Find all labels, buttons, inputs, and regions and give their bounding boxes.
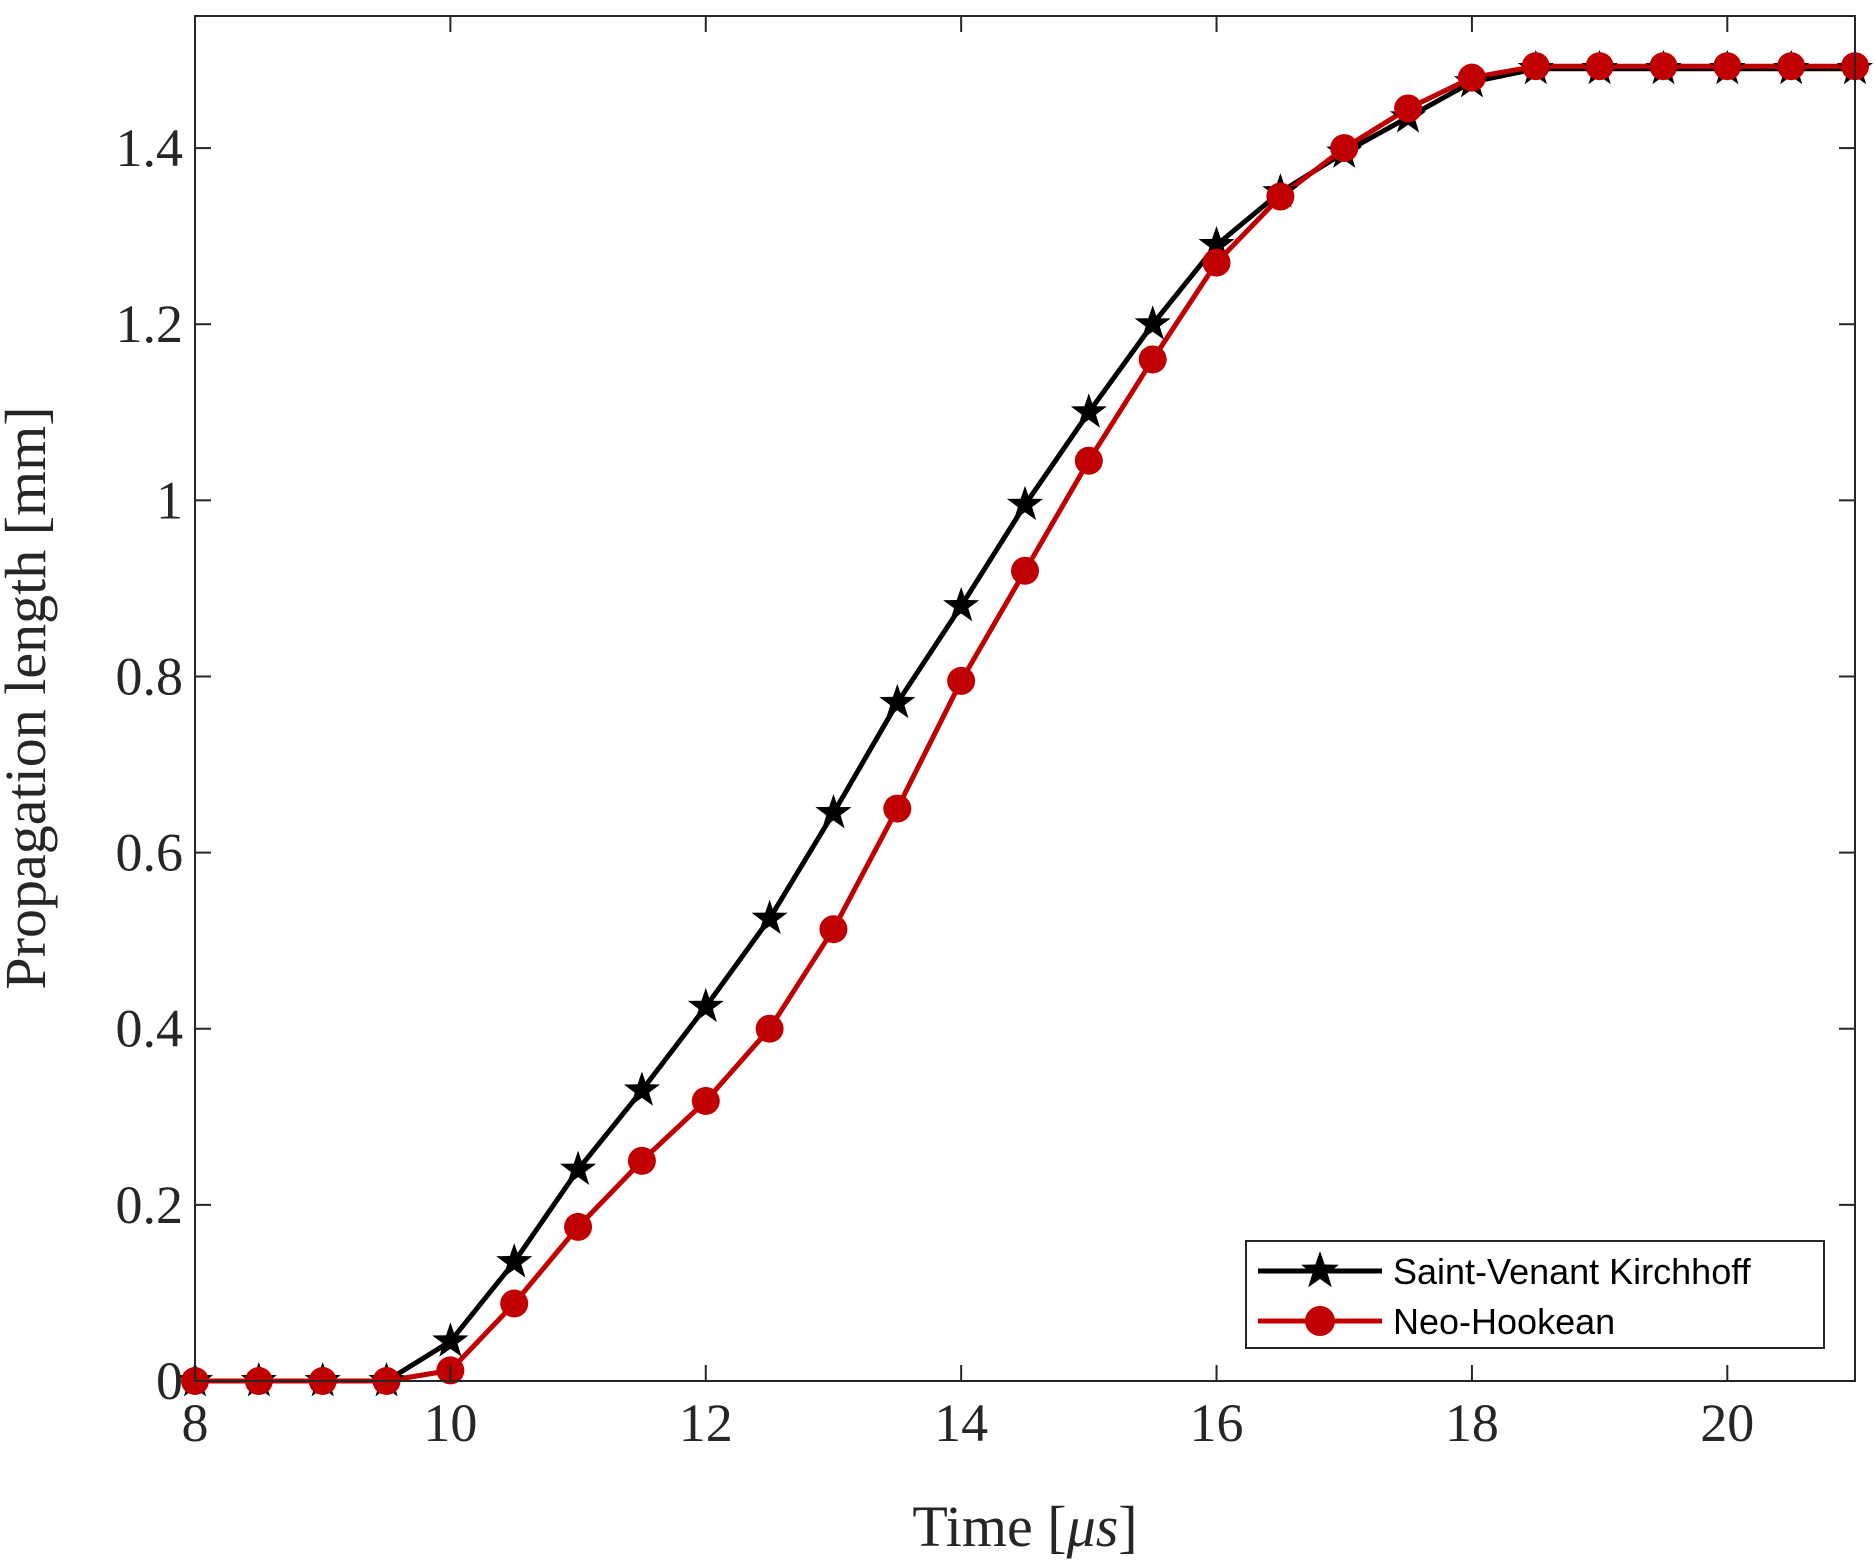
legend: Saint-Venant Kirchhoff Neo-Hookean xyxy=(1245,1240,1825,1349)
nh-point xyxy=(1138,345,1167,374)
x-tick-label: 20 xyxy=(1700,1393,1754,1453)
x-ticks: 8 10 12 14 16 18 20 xyxy=(182,16,1754,1453)
nh-point xyxy=(691,1086,720,1115)
x-tick-label: 12 xyxy=(679,1393,733,1453)
nh-point xyxy=(1521,52,1550,81)
svk-point xyxy=(1070,393,1107,428)
legend-label-svk: Saint-Venant Kirchhoff xyxy=(1393,1251,1752,1292)
legend-marker-star xyxy=(1301,1251,1339,1288)
nh-point xyxy=(1202,248,1231,277)
svk-point xyxy=(1198,226,1235,261)
svk-point xyxy=(943,587,980,622)
nh-point xyxy=(1713,52,1742,81)
svk-point xyxy=(1006,485,1044,521)
svk-point xyxy=(623,1071,660,1106)
x-axis-title-end: ] xyxy=(1118,1494,1137,1559)
legend-label-nh: Neo-Hookean xyxy=(1393,1301,1615,1342)
nh-point xyxy=(1585,52,1614,81)
y-tick-label: 0.6 xyxy=(116,823,184,883)
axes-box xyxy=(194,15,1856,1382)
svk-point xyxy=(879,683,916,719)
nh-point xyxy=(1011,556,1039,585)
nh-point xyxy=(1266,182,1295,211)
svk-point xyxy=(815,794,852,829)
nh-point xyxy=(500,1289,529,1318)
nh-point xyxy=(883,794,912,823)
nh-point xyxy=(1074,446,1103,475)
y-tick-label: 0 xyxy=(156,1351,183,1411)
x-tick-label: 16 xyxy=(1190,1393,1244,1453)
svk-point xyxy=(1134,305,1171,340)
nh-point xyxy=(1457,63,1486,92)
x-tick-label: 14 xyxy=(934,1393,988,1453)
x-tick-label: 18 xyxy=(1445,1393,1499,1453)
svk-point xyxy=(751,899,788,934)
nh-point xyxy=(627,1146,656,1175)
x-axis-title-unit: μs xyxy=(1066,1494,1119,1559)
nh-point xyxy=(1777,52,1806,81)
plot-area xyxy=(195,16,1855,1381)
y-tick-label: 0.8 xyxy=(116,646,184,706)
x-axis-title: Time [μs] xyxy=(912,1494,1137,1559)
nh-point xyxy=(947,666,976,695)
legend-box xyxy=(1245,1240,1825,1349)
x-tick-label: 10 xyxy=(423,1393,477,1453)
nh-point xyxy=(755,1014,784,1043)
nh-point xyxy=(1330,134,1359,163)
legend-marker-circle xyxy=(1305,1306,1335,1336)
nh-point xyxy=(1649,52,1678,81)
y-tick-label: 1 xyxy=(156,470,183,530)
svk-point xyxy=(687,987,724,1023)
y-tick-label: 1.4 xyxy=(116,118,184,178)
y-tick-label: 1.2 xyxy=(116,294,184,354)
nh-point xyxy=(1394,94,1423,123)
nh-point xyxy=(819,915,848,944)
y-axis-title: Propagation length [mm] xyxy=(0,406,58,989)
svk-point xyxy=(560,1150,597,1185)
y-tick-label: 0.4 xyxy=(116,999,184,1059)
svk-point xyxy=(496,1243,533,1278)
svk-point xyxy=(432,1322,469,1357)
y-ticks: 0 0.2 0.4 0.6 0.8 1 1.2 1.4 xyxy=(116,118,1855,1411)
x-axis-title-text: Time [ xyxy=(912,1494,1066,1559)
y-tick-label: 0.2 xyxy=(116,1175,184,1235)
x-tick-label: 8 xyxy=(182,1393,209,1453)
nh-point xyxy=(564,1212,593,1241)
